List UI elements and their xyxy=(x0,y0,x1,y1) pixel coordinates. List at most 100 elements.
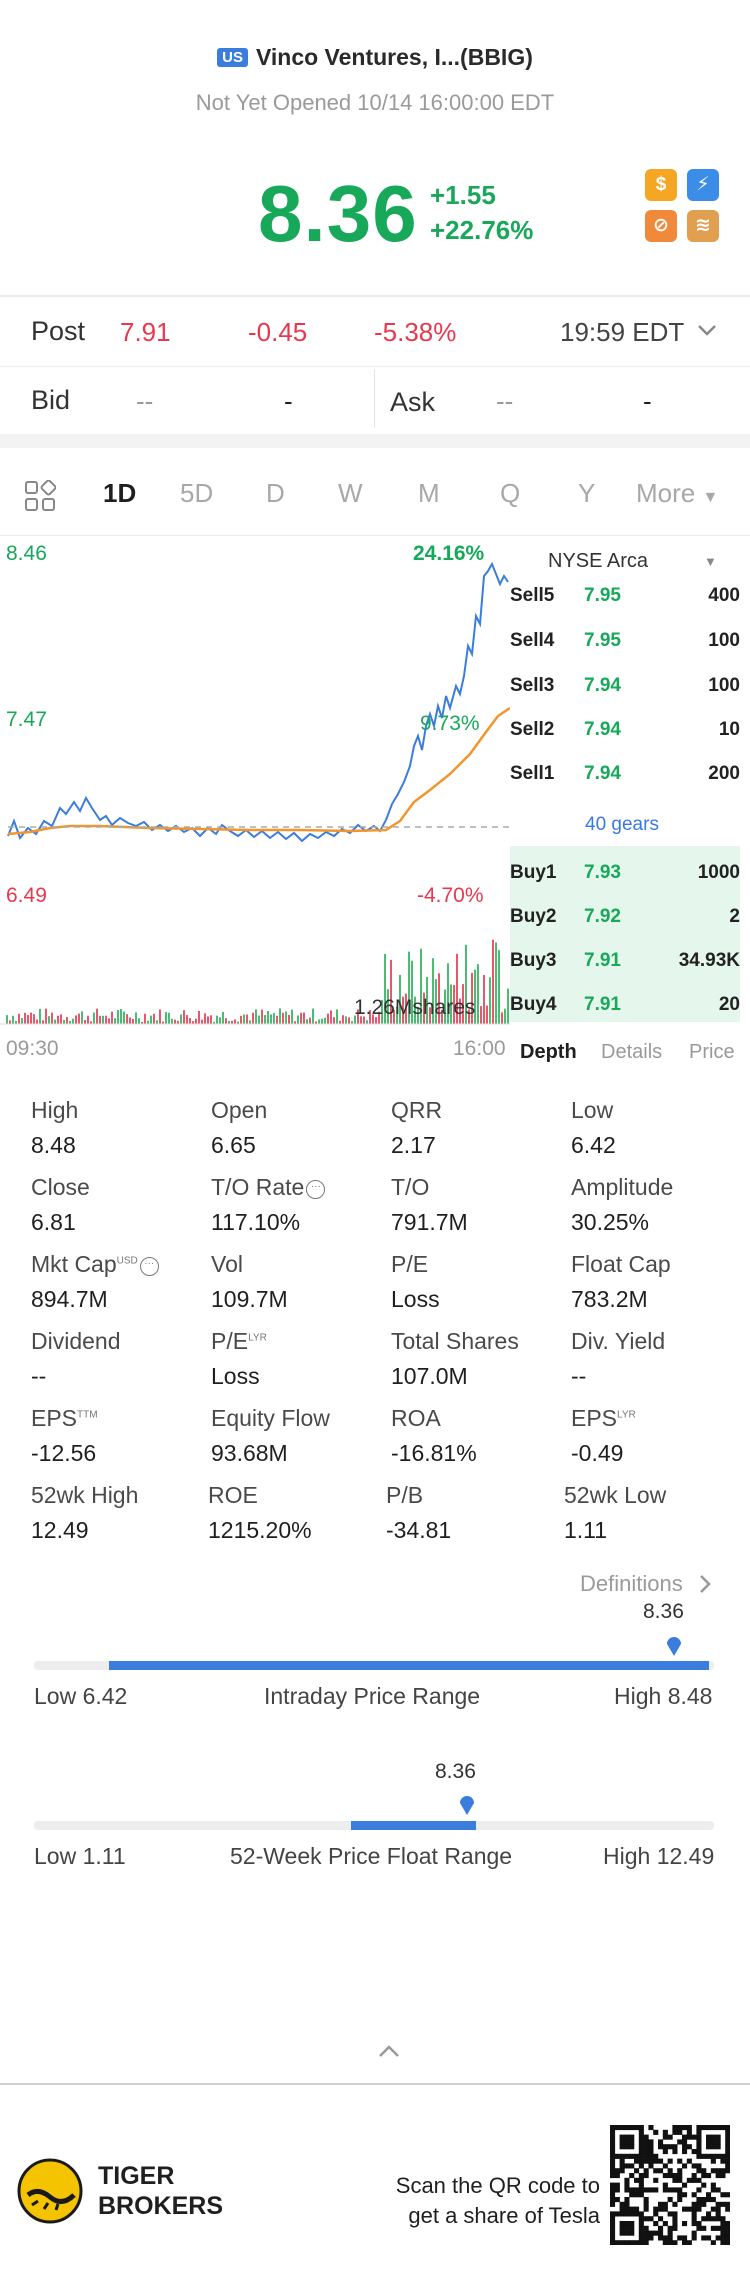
stat-label-text: Open xyxy=(211,1097,268,1123)
post-market-row[interactable]: Post 7.91 -0.45 -5.38% 19:59 EDT xyxy=(0,298,750,366)
level-label: Sell3 xyxy=(510,675,555,696)
stat-label: Total Shares xyxy=(391,1328,519,1355)
qr-module xyxy=(672,2173,678,2179)
chevron-up-icon[interactable] xyxy=(378,2044,400,2058)
volume-bar xyxy=(6,1015,8,1024)
tab-price[interactable]: Price xyxy=(689,1041,735,1063)
tab-details[interactable]: Details xyxy=(601,1041,663,1063)
qr-module xyxy=(653,2230,659,2236)
tab-d[interactable]: D xyxy=(266,478,285,508)
more-info-icon[interactable]: ··· xyxy=(139,1257,159,1276)
qr-module xyxy=(653,2187,659,2193)
qr-module xyxy=(682,2149,688,2155)
qr-module xyxy=(610,2173,616,2179)
stat-label-sup: LYR xyxy=(617,1409,636,1421)
qr-module xyxy=(686,2158,692,2164)
dollar-icon[interactable]: $ xyxy=(645,169,677,201)
qr-module xyxy=(691,2134,697,2140)
volume-bar xyxy=(159,1009,161,1024)
qr-module xyxy=(648,2187,654,2193)
volume-bar xyxy=(501,1012,503,1024)
qr-module xyxy=(624,2153,630,2159)
qr-module xyxy=(638,2173,644,2179)
buy-level-row[interactable]: Buy1 7.93 1000 xyxy=(510,852,740,896)
buy-level-row[interactable]: Buy3 7.91 34.93K xyxy=(510,940,740,984)
intraday-chart[interactable] xyxy=(0,536,510,1026)
qr-module xyxy=(706,2211,712,2217)
qr-module xyxy=(629,2139,635,2145)
qr-module xyxy=(638,2134,644,2140)
tab-more[interactable]: More ▼ xyxy=(636,478,718,509)
qr-module xyxy=(629,2240,635,2245)
buy-level-row[interactable]: Buy2 7.92 2 xyxy=(510,896,740,940)
more-info-icon[interactable]: ··· xyxy=(306,1180,326,1199)
qr-module xyxy=(677,2192,683,2198)
volume-bar xyxy=(12,1015,14,1024)
volume-bar xyxy=(216,1015,218,1024)
definitions-link[interactable]: Definitions xyxy=(580,1571,683,1597)
stack-icon[interactable]: ≋ xyxy=(687,210,719,242)
qr-module xyxy=(614,2197,620,2203)
qr-module xyxy=(658,2201,664,2207)
qr-module xyxy=(638,2230,644,2236)
qr-module xyxy=(696,2206,702,2212)
volume-bar xyxy=(195,1018,197,1024)
tab-m[interactable]: M xyxy=(418,478,440,508)
tab-y[interactable]: Y xyxy=(578,478,596,508)
qr-module xyxy=(691,2163,697,2169)
qr-module xyxy=(648,2125,654,2131)
sell-level-row[interactable]: Sell4 7.95 100 xyxy=(510,620,740,664)
lightning-icon[interactable]: ⚡ xyxy=(687,169,719,201)
level-label: Sell1 xyxy=(510,763,555,784)
tab-depth[interactable]: Depth xyxy=(520,1041,577,1063)
layout-grid-icon[interactable] xyxy=(24,480,56,512)
tab-5d[interactable]: 5D xyxy=(180,478,214,508)
qr-module xyxy=(715,2153,721,2159)
volume-bar xyxy=(393,1009,395,1024)
volume-bar xyxy=(372,1014,374,1024)
exchange-selector[interactable]: NYSE Arca xyxy=(548,550,648,573)
stat-label: T/O Rate ··· xyxy=(211,1174,326,1201)
qr-module xyxy=(710,2139,716,2145)
qr-module xyxy=(610,2144,616,2150)
volume-bar xyxy=(468,1009,470,1024)
chevron-right-icon[interactable] xyxy=(699,1574,711,1594)
qr-module xyxy=(720,2173,726,2179)
buy-level-row[interactable]: Buy4 7.91 20 xyxy=(510,984,740,1028)
qr-module xyxy=(662,2221,668,2227)
volume-bar xyxy=(171,1018,173,1024)
qr-module xyxy=(667,2235,673,2241)
sell-level-row[interactable]: Sell5 7.95 400 xyxy=(510,575,740,619)
sell-level-row[interactable]: Sell3 7.94 100 xyxy=(510,665,740,709)
volume-bar xyxy=(462,984,464,1024)
volume-bar xyxy=(408,951,410,1024)
volume-bar xyxy=(15,1020,17,1024)
volume-bar xyxy=(33,1014,35,1024)
chevron-down-icon[interactable] xyxy=(697,324,717,338)
volume-bar xyxy=(27,1015,29,1024)
level-label: Buy1 xyxy=(510,862,557,883)
qr-module xyxy=(715,2125,721,2131)
gears-link[interactable]: 40 gears xyxy=(585,814,659,835)
tab-1d[interactable]: 1D xyxy=(103,478,137,508)
qr-module xyxy=(682,2240,688,2245)
qr-module xyxy=(629,2153,635,2159)
sell-level-row[interactable]: Sell1 7.94 200 xyxy=(510,753,740,797)
sell-level-row[interactable]: Sell2 7.94 10 xyxy=(510,709,740,753)
volume-bar xyxy=(78,1013,80,1024)
qr-module xyxy=(696,2125,702,2131)
no-short-icon[interactable]: ⊘ xyxy=(645,210,677,242)
volume-bar xyxy=(225,1018,227,1024)
caret-down-icon[interactable]: ▼ xyxy=(704,554,717,569)
stat-label: Close xyxy=(31,1174,90,1201)
volume-bar xyxy=(207,1016,209,1024)
qr-module xyxy=(662,2187,668,2193)
tab-q[interactable]: Q xyxy=(500,478,521,508)
brand-line1: TIGER xyxy=(98,2162,175,2190)
tab-w[interactable]: W xyxy=(338,478,363,508)
stat-value: 791.7M xyxy=(391,1209,468,1235)
volume-bar xyxy=(45,1008,47,1024)
qr-code[interactable] xyxy=(610,2125,730,2245)
qr-module xyxy=(720,2158,726,2164)
volume-bar xyxy=(48,1016,50,1024)
